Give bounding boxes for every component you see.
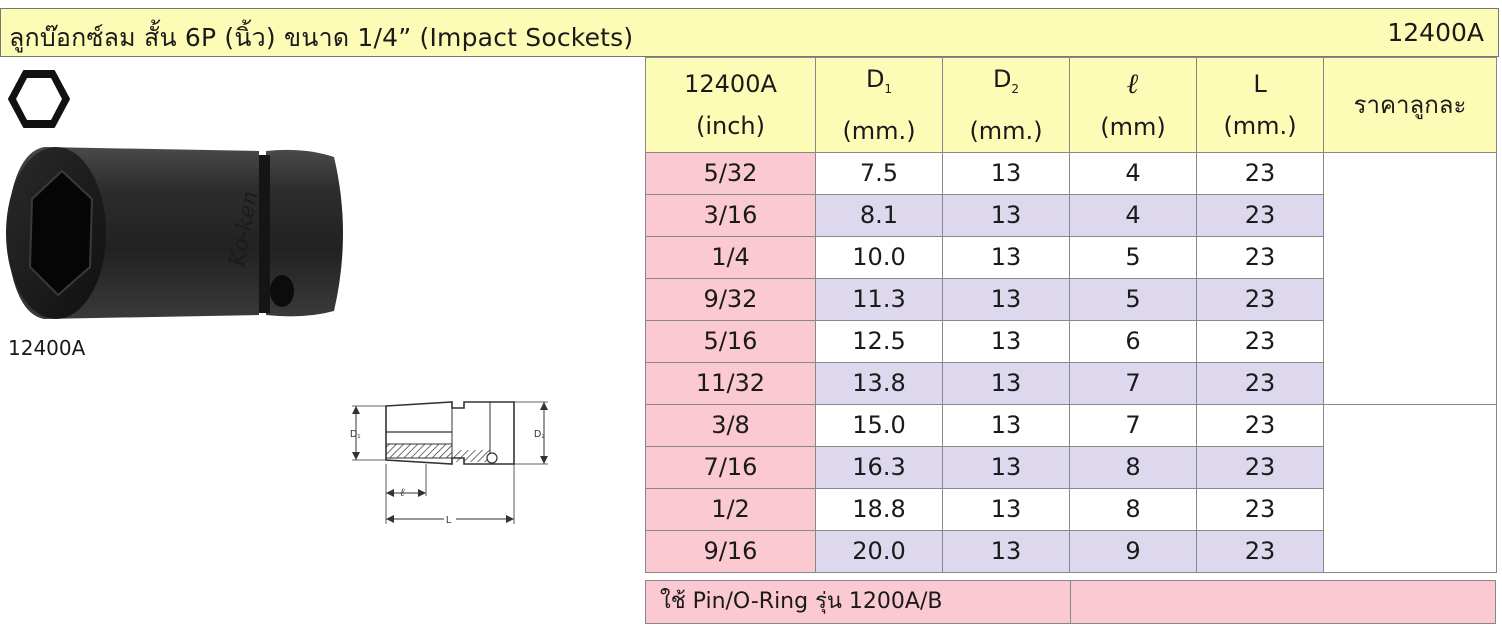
header-l-unit: (mm.) xyxy=(1223,112,1297,140)
cell-d2: 13 xyxy=(942,236,1070,279)
table-row: 9/32 11.3 13 5 23 xyxy=(645,278,1497,321)
header-ell-unit: (mm) xyxy=(1100,112,1166,141)
header-model-label: 12400A xyxy=(684,70,777,98)
ell-label: ℓ xyxy=(400,486,405,499)
cell-l: 23 xyxy=(1196,404,1324,447)
header-ell: ℓ (mm) xyxy=(1069,57,1197,153)
header-l-label: L xyxy=(1253,70,1267,98)
d1-label: D₁ xyxy=(350,429,361,440)
l-label: L xyxy=(446,515,452,526)
header-d2-label: D xyxy=(992,65,1012,93)
cell-d2: 13 xyxy=(942,152,1070,195)
pin-oring-note: ใช้ Pin/O-Ring รุ่น 1200A/B xyxy=(646,581,1071,623)
cell-l: 23 xyxy=(1196,362,1324,405)
cell-size: 3/16 xyxy=(645,194,816,237)
cell-d1: 11.3 xyxy=(815,278,943,321)
cell-size: 1/2 xyxy=(645,488,816,531)
cell-price xyxy=(1323,404,1497,573)
cell-d1: 8.1 xyxy=(815,194,943,237)
product-label: 12400A xyxy=(8,336,86,360)
header-d1: D1 (mm.) xyxy=(815,57,943,153)
table-row: 3/8 15.0 13 7 23 xyxy=(645,404,1497,573)
cell-ell: 7 xyxy=(1069,404,1197,447)
header-d1-unit: (mm.) xyxy=(842,117,916,145)
header-d1-label: D xyxy=(865,65,885,93)
hexagon-icon xyxy=(8,70,70,128)
cell-d1: 13.8 xyxy=(815,362,943,405)
header-model: 12400A (inch) xyxy=(645,57,816,153)
cell-l: 23 xyxy=(1196,194,1324,237)
cell-ell: 8 xyxy=(1069,446,1197,489)
cell-d1: 12.5 xyxy=(815,320,943,363)
cell-d2: 13 xyxy=(942,530,1070,573)
header-ell-label: ℓ xyxy=(1127,66,1139,100)
cell-size: 1/4 xyxy=(645,236,816,279)
cell-size: 5/32 xyxy=(645,152,816,195)
table-row: 7/16 16.3 13 8 23 xyxy=(645,446,1497,489)
cell-size: 3/8 xyxy=(645,404,816,447)
cell-size: 5/16 xyxy=(645,320,816,363)
cell-l: 23 xyxy=(1196,530,1324,573)
header-model-unit: (inch) xyxy=(695,112,765,140)
table-header-row: 12400A (inch) D1 (mm.) D2 (mm.) ℓ (mm) L xyxy=(645,57,1497,153)
dimension-diagram: D₁ D₂ ℓ L xyxy=(350,401,548,526)
title-bar: ลูกบ๊อกซ์ลม สั้น 6P (นิ้ว) ขนาด 1/4” (Im… xyxy=(0,8,1499,57)
cell-ell: 4 xyxy=(1069,152,1197,195)
cell-size: 11/32 xyxy=(645,362,816,405)
cell-ell: 5 xyxy=(1069,278,1197,321)
table-row: 9/16 20.0 13 9 23 xyxy=(645,530,1497,573)
cell-l: 23 xyxy=(1196,446,1324,489)
cell-d2: 13 xyxy=(942,404,1070,447)
table-row: 1/2 18.8 13 8 23 xyxy=(645,488,1497,531)
cell-d2: 13 xyxy=(942,446,1070,489)
cell-ell: 4 xyxy=(1069,194,1197,237)
cell-d1: 10.0 xyxy=(815,236,943,279)
header-d2-sub: 2 xyxy=(1011,82,1020,96)
cell-l: 23 xyxy=(1196,320,1324,363)
page-title: ลูกบ๊อกซ์ลม สั้น 6P (นิ้ว) ขนาด 1/4” (Im… xyxy=(9,23,634,52)
header-price-label: ราคาลูกละ xyxy=(1353,91,1467,119)
cell-ell: 7 xyxy=(1069,362,1197,405)
cell-size: 7/16 xyxy=(645,446,816,489)
header-d2: D2 (mm.) xyxy=(942,57,1070,153)
table-row: 5/16 12.5 13 6 23 xyxy=(645,320,1497,363)
footer-note-row: ใช้ Pin/O-Ring รุ่น 1200A/B xyxy=(645,580,1496,624)
d2-label: D₂ xyxy=(534,429,545,440)
footer-empty-cell xyxy=(1071,581,1495,623)
cell-ell: 6 xyxy=(1069,320,1197,363)
cell-d2: 13 xyxy=(942,278,1070,321)
cell-d2: 13 xyxy=(942,362,1070,405)
cell-ell: 9 xyxy=(1069,530,1197,573)
cell-price xyxy=(1323,152,1497,405)
table-row: 1/4 10.0 13 5 23 xyxy=(645,236,1497,279)
header-d1-sub: 1 xyxy=(884,82,893,96)
cell-d1: 7.5 xyxy=(815,152,943,195)
cell-size: 9/16 xyxy=(645,530,816,573)
header-d2-unit: (mm.) xyxy=(969,117,1043,145)
cell-d1: 15.0 xyxy=(815,404,943,447)
cell-d2: 13 xyxy=(942,194,1070,237)
cell-size: 9/32 xyxy=(645,278,816,321)
header-l: L (mm.) xyxy=(1196,57,1324,153)
impact-socket-photo: Ko-ken xyxy=(6,147,343,319)
product-code: 12400A xyxy=(1387,18,1484,47)
cell-ell: 5 xyxy=(1069,236,1197,279)
cell-d2: 13 xyxy=(942,488,1070,531)
header-price: ราคาลูกละ xyxy=(1323,57,1497,153)
cell-l: 23 xyxy=(1196,278,1324,321)
table-row: 11/32 13.8 13 7 23 xyxy=(645,362,1497,405)
cell-d1: 18.8 xyxy=(815,488,943,531)
cell-d2: 13 xyxy=(942,320,1070,363)
cell-l: 23 xyxy=(1196,488,1324,531)
table-row: 3/16 8.1 13 4 23 xyxy=(645,194,1497,237)
table-row: 5/32 7.5 13 4 23 xyxy=(645,152,1497,405)
cell-d1: 16.3 xyxy=(815,446,943,489)
cell-l: 23 xyxy=(1196,236,1324,279)
cell-l: 23 xyxy=(1196,152,1324,195)
spec-table: 12400A (inch) D1 (mm.) D2 (mm.) ℓ (mm) L xyxy=(645,57,1497,573)
cell-d1: 20.0 xyxy=(815,530,943,573)
cell-ell: 8 xyxy=(1069,488,1197,531)
